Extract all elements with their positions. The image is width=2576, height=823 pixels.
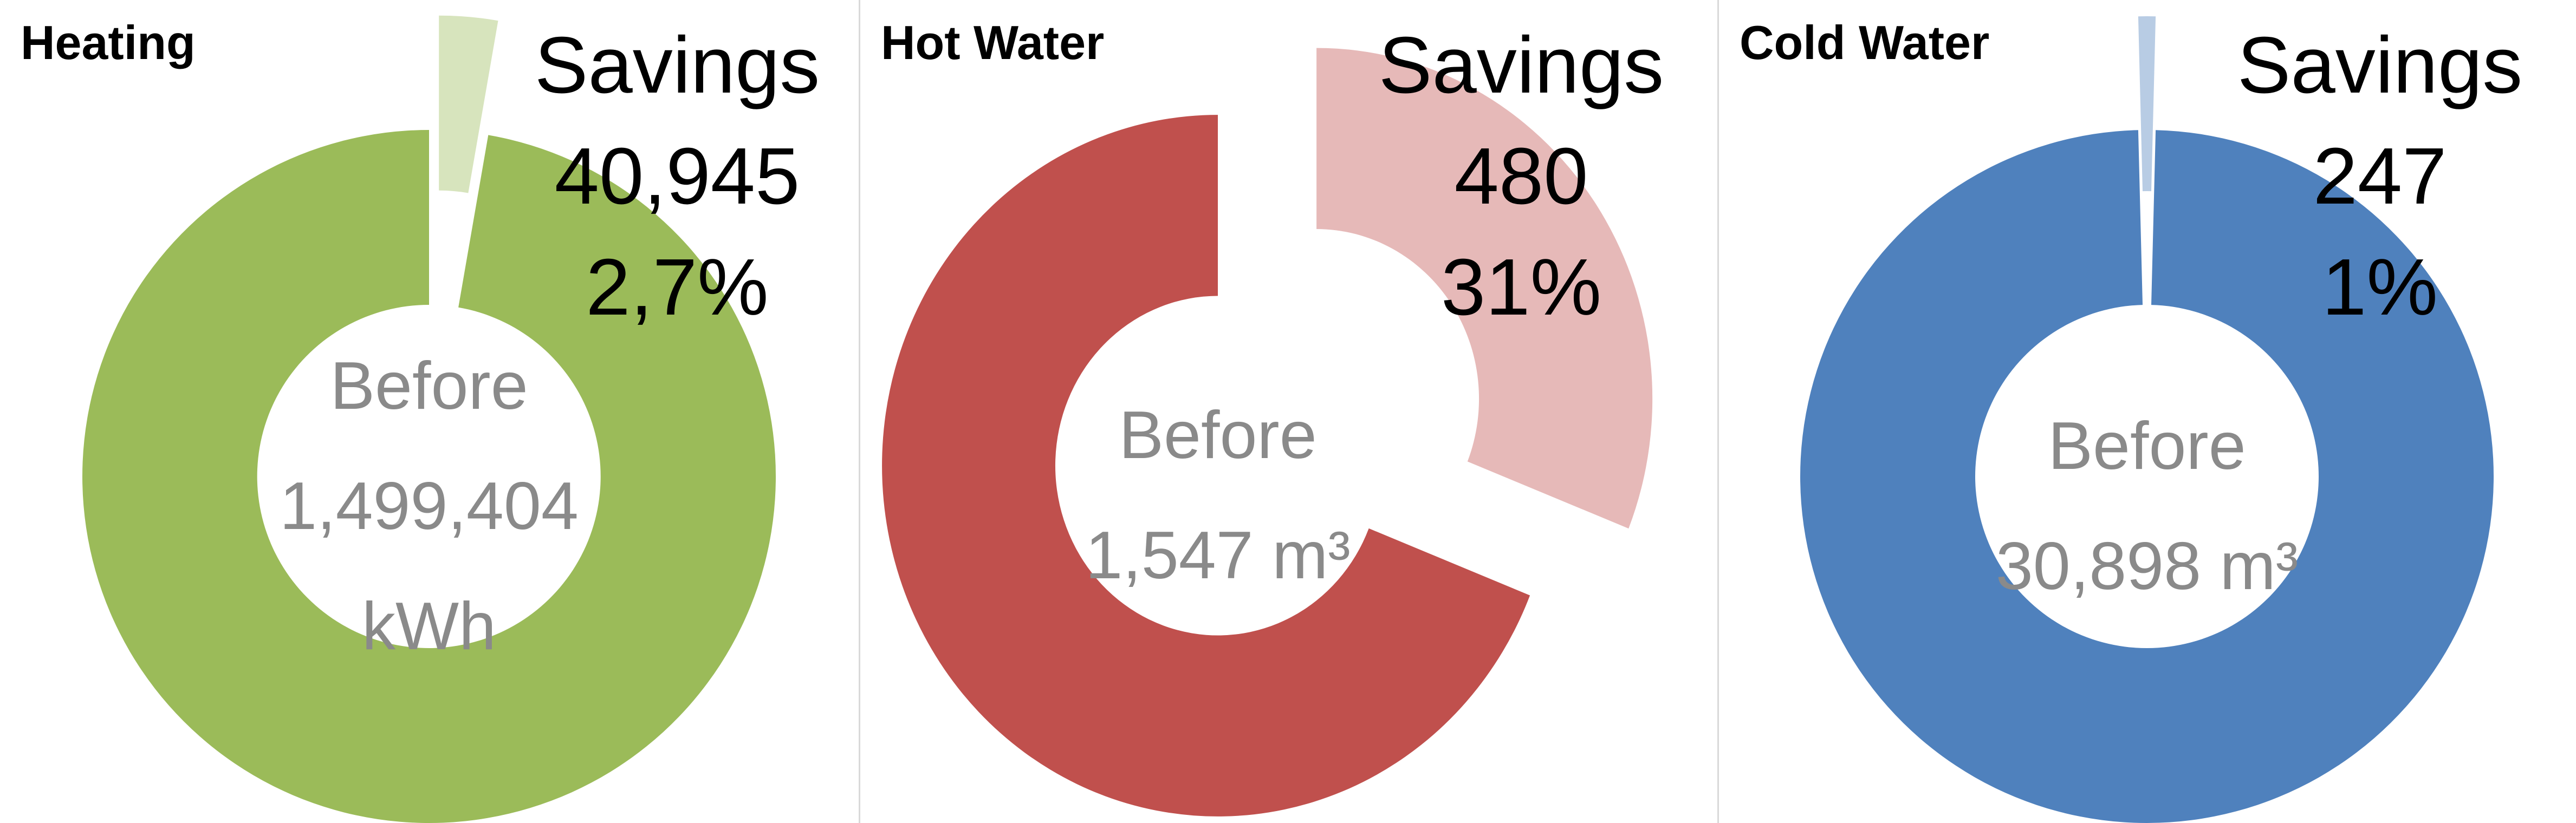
donut-remaining-slice: [1800, 130, 2494, 823]
before-unit: kWh: [362, 589, 496, 664]
chart-panel-cold-water: Cold Water Savings 247 1% Before 30,898 …: [1717, 0, 2576, 823]
before-value: 30,898 m³: [1995, 529, 2299, 604]
before-label: Before: [1119, 398, 1317, 473]
savings-value: 40,945: [554, 132, 800, 221]
before-label-block: Before 30,898 m³: [1996, 386, 2298, 626]
donut-remaining-slice: [882, 115, 1530, 817]
savings-label-block: Savings 40,945 2,7%: [535, 10, 820, 343]
savings-percent: 2,7%: [586, 243, 769, 332]
donut-remaining-slice: [82, 130, 776, 823]
donut-savings-slice: [1316, 48, 1653, 529]
savings-value: 247: [2313, 132, 2447, 221]
before-label-block: Before 1,547 m³: [1085, 375, 1350, 616]
cold-water-donut-chart: [1800, 16, 2494, 823]
before-label: Before: [2048, 409, 2246, 484]
chart-title-hot-water: Hot Water: [881, 16, 1105, 69]
chart-title-cold-water: Cold Water: [1740, 16, 1990, 69]
before-value: 1,499,404: [280, 469, 579, 544]
savings-label: Savings: [534, 21, 820, 110]
before-value: 1,547 m³: [1085, 518, 1351, 593]
heating-donut-chart: [82, 15, 776, 823]
donut-savings-slice: [2138, 16, 2156, 192]
savings-value: 480: [1454, 132, 1588, 221]
hot-water-donut-chart: [882, 48, 1653, 817]
savings-label-block: Savings 480 31%: [1379, 10, 1664, 343]
savings-label-block: Savings 247 1%: [2237, 10, 2523, 343]
savings-percent: 31%: [1441, 243, 1602, 332]
donut-savings-slice: [439, 15, 498, 193]
chart-panel-heating: Heating Savings 40,945 2,7% Before 1,499…: [0, 0, 859, 823]
chart-panel-hot-water: Hot Water Savings 480 31% Before 1,547 m…: [859, 0, 1717, 823]
before-label: Before: [330, 349, 528, 423]
before-label-block: Before 1,499,404 kWh: [280, 326, 579, 687]
savings-label: Savings: [2237, 21, 2523, 110]
savings-label: Savings: [1378, 21, 1664, 110]
savings-percent: 1%: [2322, 243, 2438, 332]
chart-title-heating: Heating: [21, 16, 196, 69]
